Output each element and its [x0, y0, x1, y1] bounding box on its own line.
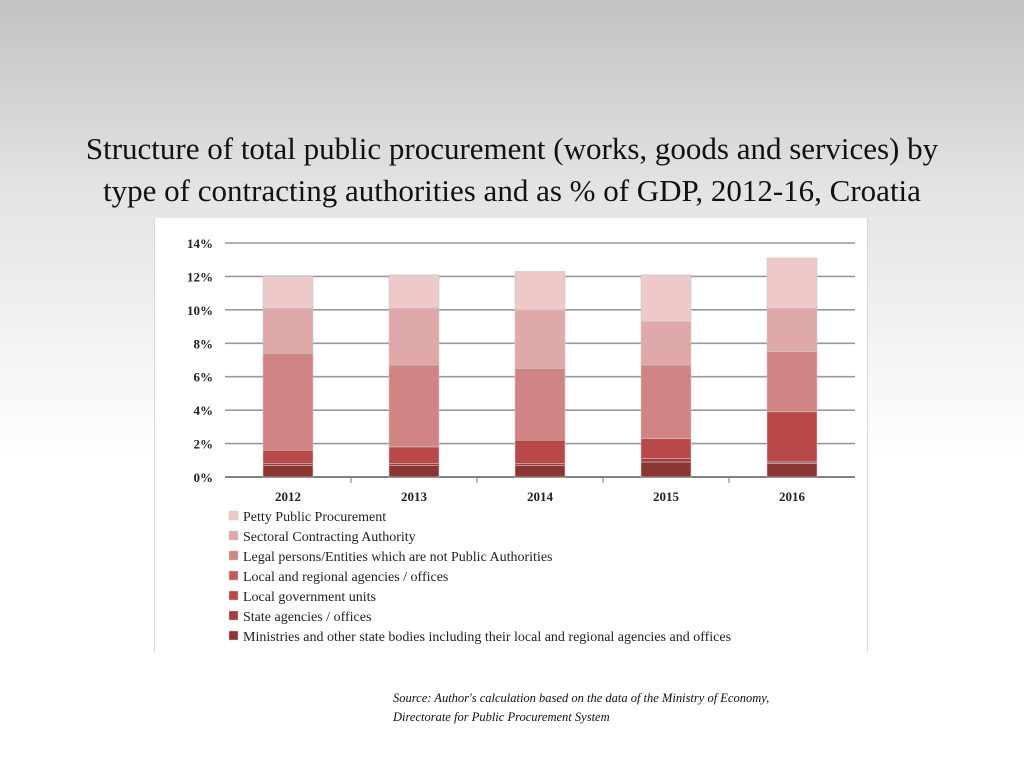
x-tick-label: 2012 [275, 489, 301, 504]
bar-segment [766, 351, 818, 413]
slide-title-line-2: type of contracting authorities and as %… [103, 173, 921, 208]
y-tick-label: 6% [194, 370, 214, 385]
x-tick-label: 2015 [653, 489, 680, 504]
legend-swatch [228, 570, 239, 581]
legend-label: Petty Public Procurement [243, 510, 386, 525]
legend-swatch [228, 510, 239, 521]
bar-segment [640, 364, 692, 439]
bar-segment [514, 271, 566, 311]
bar-segment [640, 438, 692, 459]
bar-segment [262, 307, 314, 354]
source-note-line-1: Source: Author's calculation based on th… [393, 691, 770, 705]
legend-label: Legal persons/Entities which are not Pub… [243, 550, 553, 565]
source-note-line-2: Directorate for Public Procurement Syste… [393, 710, 610, 724]
legend-label: Ministries and other state bodies includ… [243, 630, 731, 645]
slide-title-line-1: Structure of total public procurement (w… [85, 131, 939, 166]
y-tick-label: 14% [187, 236, 213, 251]
bar-segment [640, 321, 692, 366]
y-tick-label: 0% [194, 470, 214, 485]
y-tick-label: 8% [194, 336, 214, 351]
bar-segment [262, 276, 314, 309]
legend-label: Local and regional agencies / offices [243, 570, 448, 585]
bar-segment [388, 446, 440, 464]
bar-segment [766, 411, 818, 463]
y-tick-label: 4% [194, 403, 214, 418]
bar-segment [640, 461, 692, 478]
legend-swatch [228, 610, 239, 621]
bar-segment [766, 463, 818, 478]
y-tick-label: 10% [187, 303, 213, 318]
legend-swatch [228, 550, 239, 561]
bar-segment [388, 274, 440, 309]
bar-segment [640, 458, 692, 463]
slide-title: Structure of total public procurement (w… [20, 128, 1004, 212]
bar-segment [766, 307, 818, 352]
bar-segment [514, 368, 566, 441]
chart-panel: 0% 2% 4% 6% 8% 10% 12% 14% 2012 2013 2014 2015 2016 P… [154, 218, 868, 652]
stacked-bar-chart: 0% 2% 4% 6% 8% 10% 12% 14% 2012 2013 2014 2015 2016 P… [187, 236, 855, 645]
legend-label: Local government units [243, 590, 376, 605]
legend-label: State agencies / offices [243, 610, 371, 625]
bar-segment [262, 465, 314, 478]
y-tick-label: 12% [187, 269, 213, 284]
bar-segment [766, 257, 818, 309]
legend-swatch [228, 630, 239, 641]
y-tick-label: 2% [194, 437, 214, 452]
legend-label: Sectoral Contracting Authority [243, 530, 416, 545]
bar-segment [514, 465, 566, 478]
bar-segment [388, 364, 440, 448]
legend-swatch [228, 590, 239, 601]
bar-segment [388, 465, 440, 478]
bar-segment [388, 307, 440, 366]
legend-swatch [228, 530, 239, 541]
source-note: Source: Author's calculation based on th… [393, 689, 893, 727]
bar-segment [640, 274, 692, 322]
bar-segment [514, 439, 566, 464]
x-tick-label: 2013 [401, 489, 428, 504]
x-tick-label: 2016 [779, 489, 806, 504]
bar-segment [262, 449, 314, 464]
bar-segment [262, 353, 314, 451]
x-tick-label: 2014 [527, 489, 554, 504]
bar-segment [514, 309, 566, 369]
